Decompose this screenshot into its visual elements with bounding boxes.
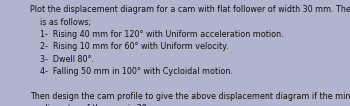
Text: 2-  Rising 10 mm for 60° with Uniform velocity.: 2- Rising 10 mm for 60° with Uniform vel… (40, 42, 229, 51)
Text: Plot the displacement diagram for a cam with flat follower of width 30 mm. The r: Plot the displacement diagram for a cam … (30, 5, 350, 14)
Text: diameter of the cam is 30 mm.: diameter of the cam is 30 mm. (30, 104, 168, 106)
Text: 4-  Falling 50 mm in 100° with Cycloidal motion.: 4- Falling 50 mm in 100° with Cycloidal … (40, 67, 233, 76)
Text: is as follows;: is as follows; (40, 18, 91, 27)
Text: Then design the cam profile to give the above displacement diagram if the minimu: Then design the cam profile to give the … (30, 92, 350, 101)
Text: 3-  Dwell 80°.: 3- Dwell 80°. (40, 55, 94, 64)
Text: 1-  Rising 40 mm for 120° with Uniform acceleration motion.: 1- Rising 40 mm for 120° with Uniform ac… (40, 30, 284, 39)
